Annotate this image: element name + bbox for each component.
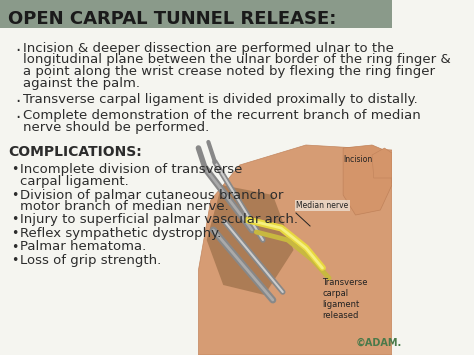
Text: longitudinal plane between the ulnar border of the ring finger &: longitudinal plane between the ulnar bor… (23, 54, 451, 66)
Text: a point along the wrist crease noted by flexing the ring finger: a point along the wrist crease noted by … (23, 65, 435, 78)
Text: •: • (11, 254, 19, 267)
Text: •: • (11, 189, 19, 202)
Text: •: • (11, 164, 19, 176)
Text: motor branch of median nerve.: motor branch of median nerve. (20, 200, 228, 213)
Text: nerve should be performed.: nerve should be performed. (23, 121, 210, 134)
Text: ·: · (15, 42, 20, 60)
Text: Injury to superficial palmar vascular arch.: Injury to superficial palmar vascular ar… (20, 213, 298, 226)
Polygon shape (372, 148, 392, 178)
Text: Reflex sympathetic dystrophy.: Reflex sympathetic dystrophy. (20, 227, 221, 240)
Polygon shape (207, 185, 293, 295)
Bar (0, 0, 392, 28)
Text: Complete demonstration of the recurrent branch of median: Complete demonstration of the recurrent … (23, 109, 421, 122)
Text: carpal ligament.: carpal ligament. (20, 175, 128, 188)
Text: •: • (11, 213, 19, 226)
Text: Incomplete division of transverse: Incomplete division of transverse (20, 164, 242, 176)
Text: •: • (11, 227, 19, 240)
Text: Incision: Incision (343, 155, 373, 164)
Text: ©ADAM.: ©ADAM. (356, 338, 402, 348)
Text: OPEN CARPAL TUNNEL RELEASE:: OPEN CARPAL TUNNEL RELEASE: (8, 10, 337, 28)
Text: •: • (11, 240, 19, 253)
Text: Incision & deeper dissection are performed ulnar to the: Incision & deeper dissection are perform… (23, 42, 394, 55)
Text: Transverse
carpal
ligament
released: Transverse carpal ligament released (322, 278, 368, 320)
Text: against the palm.: against the palm. (23, 76, 140, 89)
Text: Median nerve: Median nerve (296, 201, 348, 210)
Text: ·: · (15, 109, 20, 127)
Text: Division of palmar cutaneous branch or: Division of palmar cutaneous branch or (20, 189, 283, 202)
Text: Loss of grip strength.: Loss of grip strength. (20, 254, 161, 267)
Polygon shape (199, 145, 392, 355)
Text: Palmar hematoma.: Palmar hematoma. (20, 240, 146, 253)
Polygon shape (343, 145, 392, 215)
Text: ·: · (15, 93, 20, 111)
Text: COMPLICATIONS:: COMPLICATIONS: (8, 146, 142, 159)
Text: Transverse carpal ligament is divided proximally to distally.: Transverse carpal ligament is divided pr… (23, 93, 418, 106)
